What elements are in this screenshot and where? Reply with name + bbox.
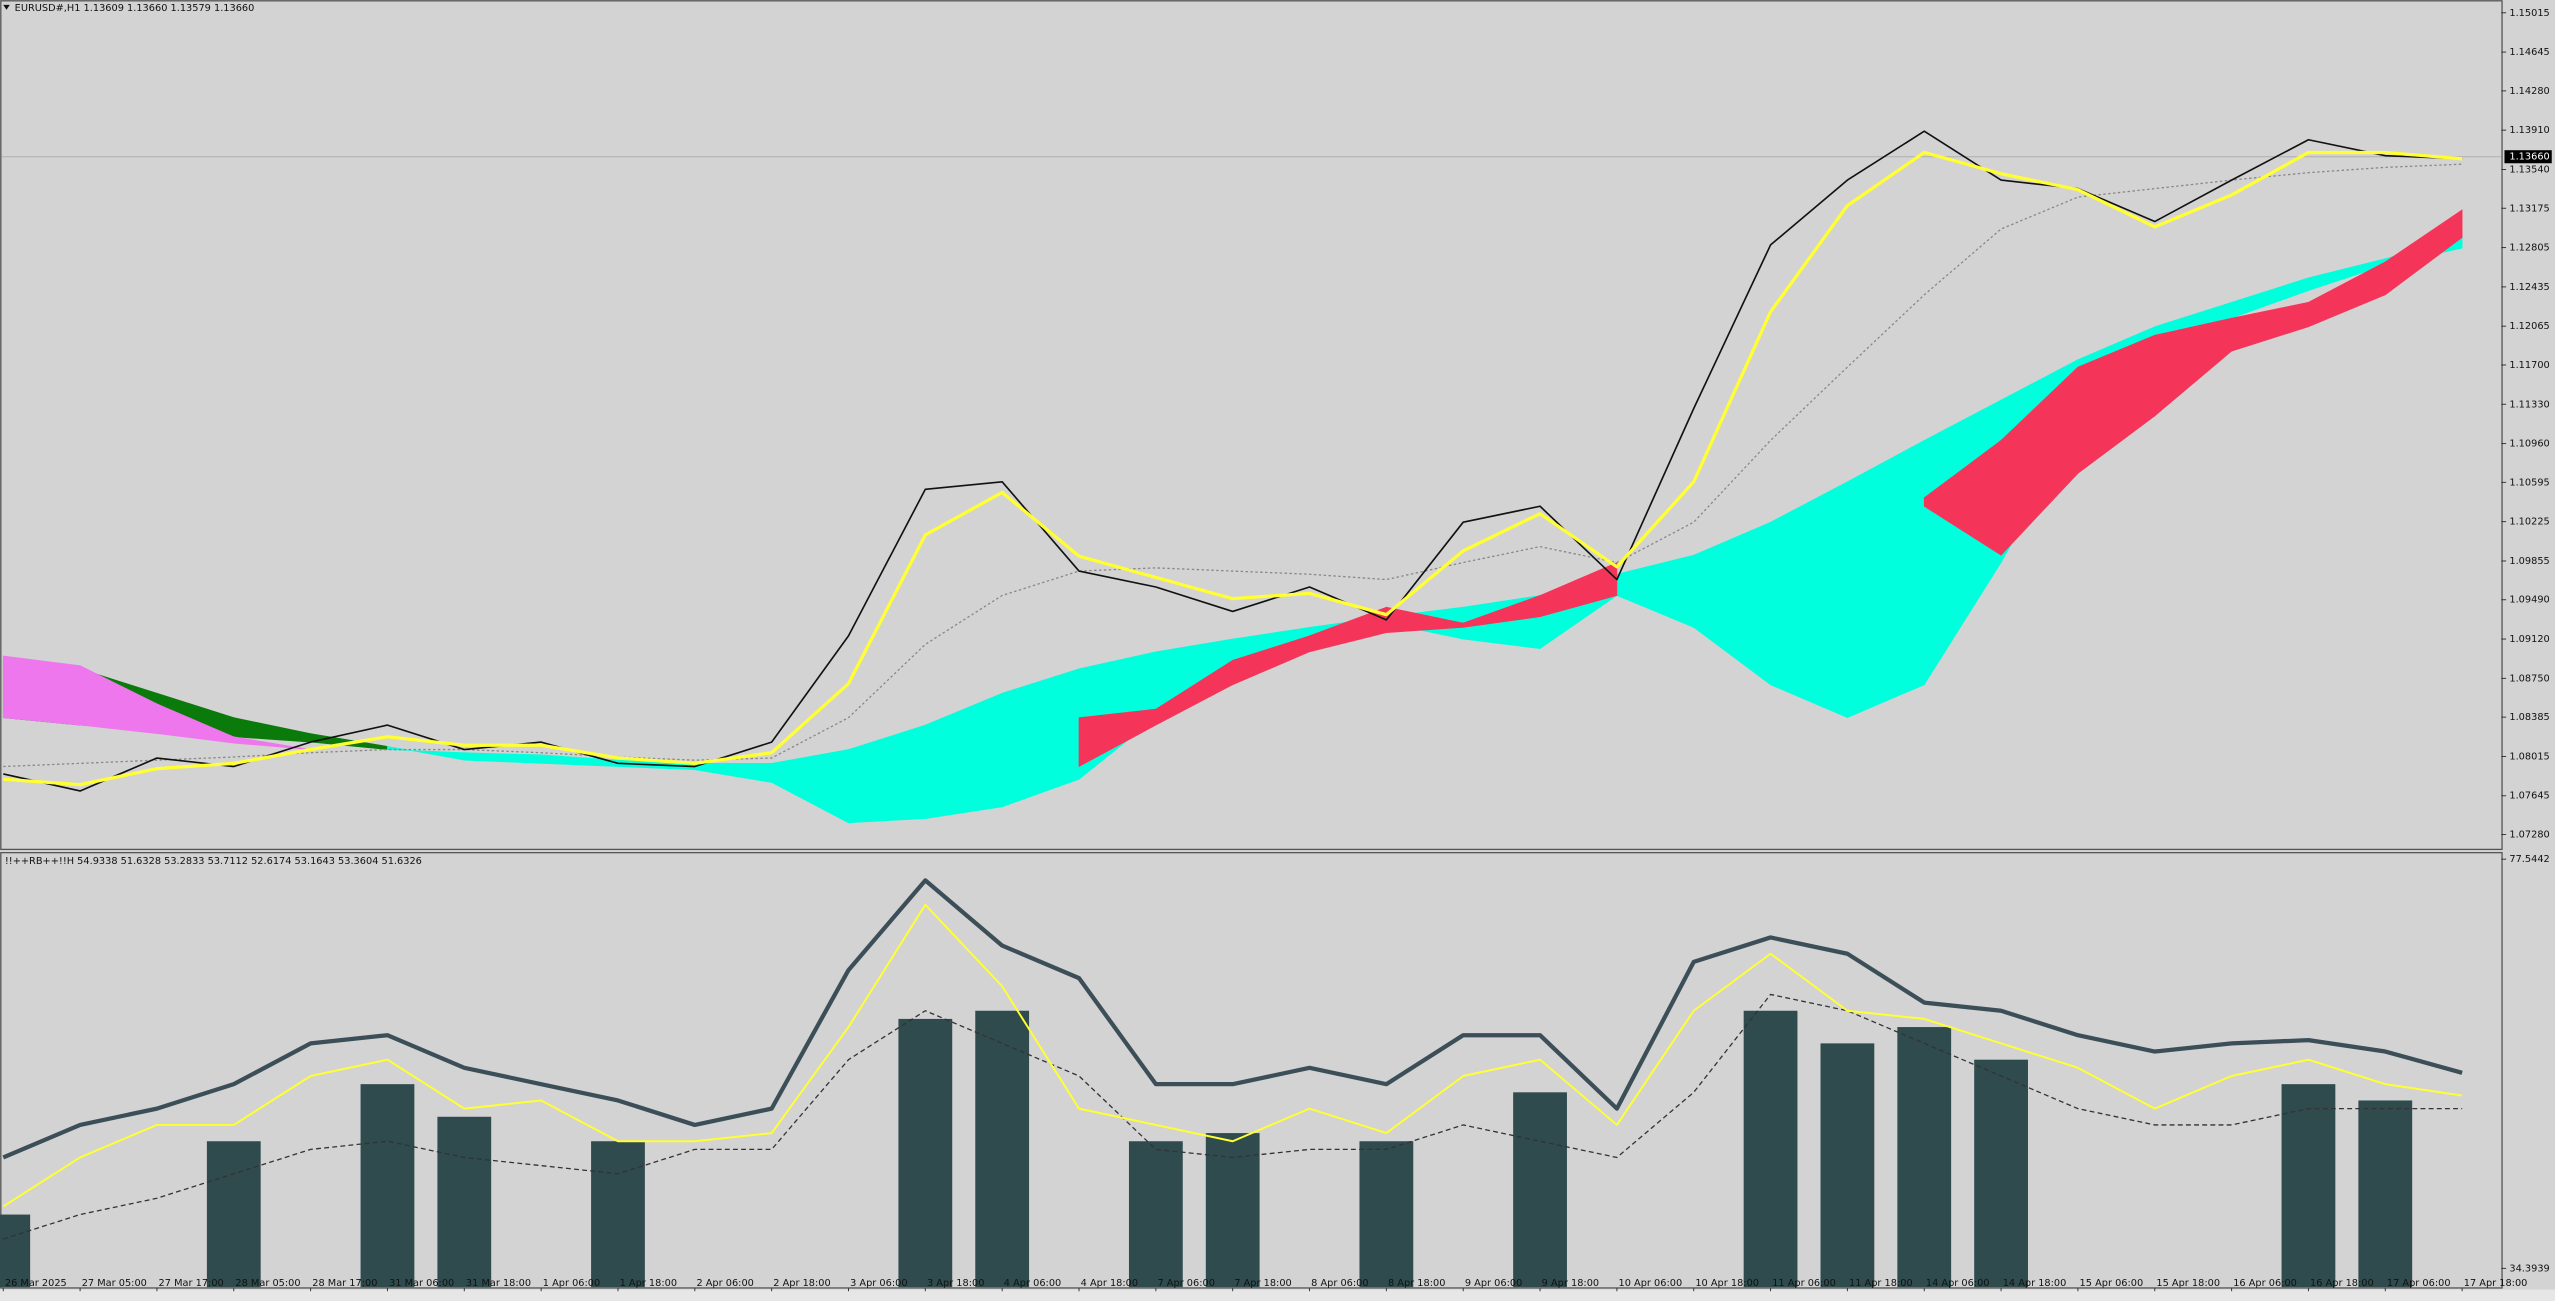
y-tick-label: 34.3939 [2509,1263,2549,1274]
x-tick-label: 7 Apr 06:00 [1157,1278,1214,1289]
histogram-bar [437,1116,492,1288]
y-tick-label: 1.12805 [2509,243,2549,254]
histogram-bar [975,1010,1030,1288]
y-tick-label: 1.14280 [2509,86,2549,97]
y-tick-label: 1.09855 [2509,556,2549,567]
x-tick-label: 31 Mar 18:00 [466,1278,531,1289]
x-tick-label: 9 Apr 18:00 [1542,1278,1599,1289]
y-tick-label: 1.10960 [2509,439,2549,450]
x-tick-label: 17 Apr 06:00 [2387,1278,2451,1289]
x-tick-label: 3 Apr 06:00 [850,1278,907,1289]
histogram-bar [898,1018,953,1288]
x-tick-label: 4 Apr 06:00 [1004,1278,1061,1289]
x-tick-label: 8 Apr 18:00 [1388,1278,1445,1289]
y-tick-label: 1.10595 [2509,477,2549,488]
histogram-bar [591,1141,645,1288]
y-tick-label: 1.09120 [2509,634,2549,645]
y-tick-label: 1.12065 [2509,321,2549,332]
x-tick-label: 10 Apr 06:00 [1619,1278,1683,1289]
histogram-bar [1513,1092,1567,1288]
x-tick-label: 26 Mar 2025 [5,1278,67,1289]
main-frame [0,0,2503,851]
x-tick-label: 1 Apr 06:00 [543,1278,600,1289]
x-tick-label: 16 Apr 06:00 [2233,1278,2297,1289]
sub-frame [0,852,2503,1289]
y-tick-label: 1.11330 [2509,399,2549,410]
menu-icon [3,4,10,10]
x-tick-label: 16 Apr 18:00 [2310,1278,2374,1289]
y-tick-label: 1.12435 [2509,282,2549,293]
x-tick-label: 14 Apr 18:00 [2003,1278,2067,1289]
x-tick-label: 9 Apr 06:00 [1465,1278,1522,1289]
histogram-bar [2358,1100,2413,1288]
x-tick-label: 27 Mar 17:00 [159,1278,224,1289]
histogram-bar [1128,1141,1183,1288]
x-tick-label: 15 Apr 18:00 [2156,1278,2220,1289]
y-tick-label: 1.08750 [2509,673,2549,684]
series-line [3,993,2463,1240]
x-tick-label: 15 Apr 06:00 [2080,1278,2144,1289]
series-line [3,150,2463,787]
y-tick-label: 1.13910 [2509,125,2549,136]
cloud-segment [1770,481,1848,719]
x-tick-label: 27 Mar 05:00 [82,1278,147,1289]
x-tick-label: 14 Apr 06:00 [1926,1278,1990,1289]
y-tick-label: 1.13175 [2509,203,2549,214]
y-tick-label: 1.15015 [2509,8,2549,19]
x-tick-label: 2 Apr 06:00 [696,1278,753,1289]
cloud-segment [2384,209,2463,296]
cloud-segment [1539,562,1618,618]
series-line [2,878,2463,1160]
x-tick-label: 1 Apr 18:00 [620,1278,677,1289]
histogram-bar [2281,1084,2336,1288]
y-tick-label: 1.07645 [2509,791,2549,802]
histogram-bar [0,1214,31,1288]
current-price-box [2504,150,2552,164]
x-tick-label: 3 Apr 18:00 [927,1278,984,1289]
series-line [3,163,2463,768]
histogram-bar [1743,1010,1798,1288]
x-tick-label: 4 Apr 18:00 [1081,1278,1138,1289]
cloud-segment [233,736,311,750]
histogram-bar [360,1084,415,1288]
y-tick-label: 1.13540 [2509,164,2549,175]
chart-title: EURUSD#,H1 1.13609 1.13660 1.13579 1.136… [15,3,255,14]
y-tick-label: 1.07280 [2509,830,2549,841]
x-tick-label: 2 Apr 18:00 [773,1278,830,1289]
histogram-bar [1974,1059,2028,1288]
y-tick-label: 1.10225 [2509,517,2549,528]
histogram-bar [1897,1027,1952,1288]
x-tick-label: 28 Mar 17:00 [312,1278,377,1289]
histogram-bar [1205,1133,1260,1288]
x-tick-label: 31 Mar 06:00 [389,1278,454,1289]
x-tick-label: 11 Apr 06:00 [1772,1278,1836,1289]
cloud-segment [2,655,81,726]
cloud-segment [1847,439,1925,719]
histogram-bar [206,1141,261,1288]
y-tick-label: 1.09490 [2509,595,2549,606]
x-tick-label: 11 Apr 18:00 [1849,1278,1913,1289]
y-tick-label: 1.11700 [2509,360,2549,371]
x-tick-label: 8 Apr 06:00 [1311,1278,1368,1289]
histogram-bar [1359,1141,1414,1288]
series-line [2,903,2463,1208]
x-tick-label: 7 Apr 18:00 [1234,1278,1291,1289]
y-tick-label: 1.14645 [2509,47,2549,58]
y-tick-label: 1.08385 [2509,712,2549,723]
x-tick-label: 17 Apr 18:00 [2464,1278,2528,1289]
y-tick-label: 1.08015 [2509,751,2549,762]
indicator-title: !!++RB++!!H 54.9338 51.6328 53.2833 53.7… [5,856,422,867]
x-tick-label: 10 Apr 18:00 [1695,1278,1759,1289]
tab-strip [0,1289,2555,1301]
histogram-bar [1820,1043,1875,1288]
current-price-label: 1.13660 [2509,152,2549,163]
y-tick-label: 77.5442 [2509,854,2549,865]
x-tick-label: 28 Mar 05:00 [235,1278,300,1289]
